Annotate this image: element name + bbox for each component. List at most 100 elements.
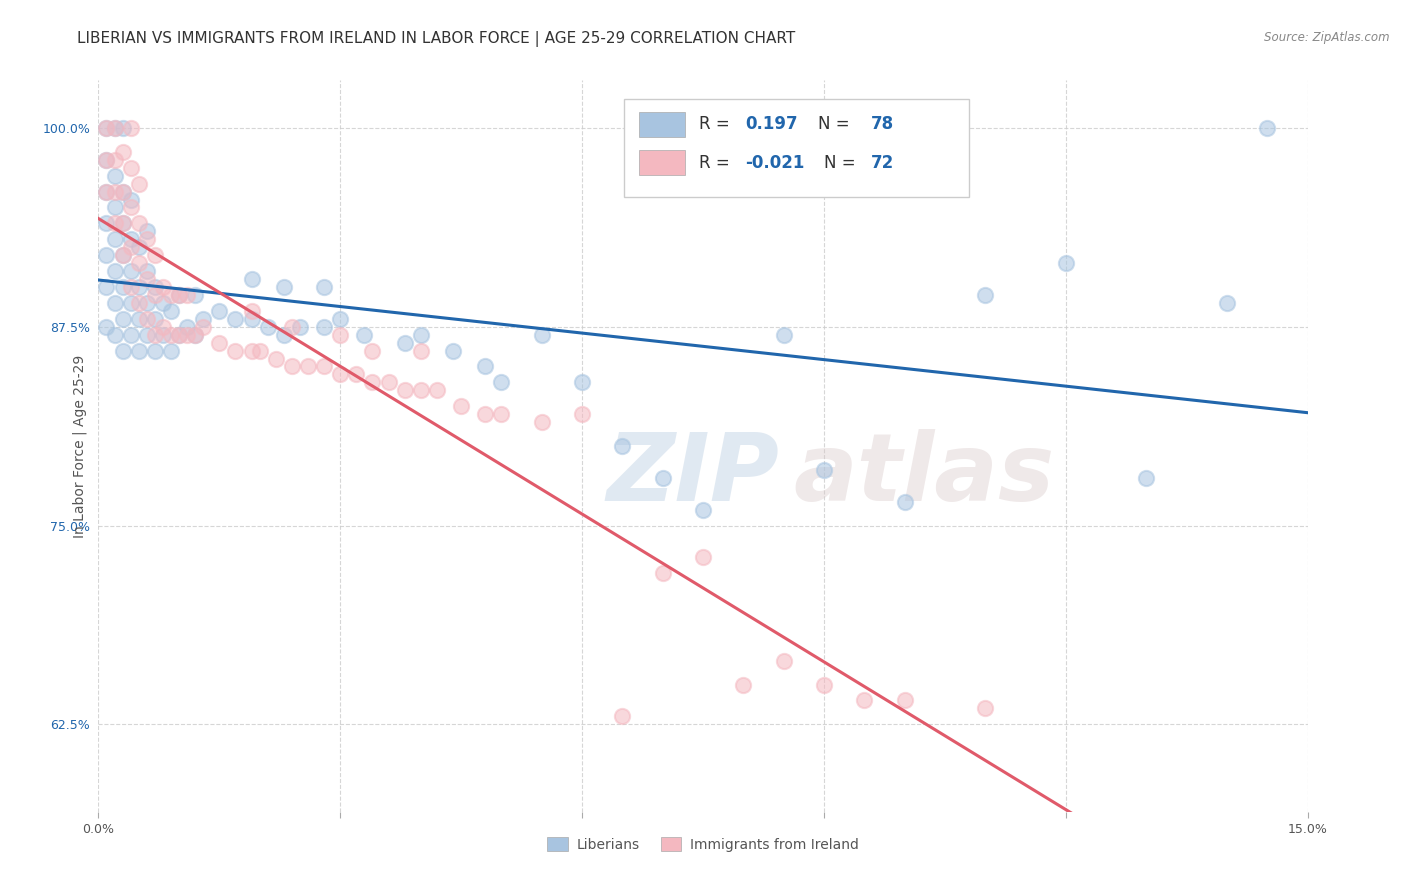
Point [240,311,263,326]
Point [813,463,835,477]
Point [240,272,263,286]
Point [160,303,183,318]
Point [111,311,134,326]
Point [167,327,190,342]
Point [344,368,367,382]
Point [1054,256,1077,270]
Point [135,327,157,342]
Point [135,311,157,326]
Point [160,343,183,358]
Point [143,327,166,342]
Point [184,288,207,302]
FancyBboxPatch shape [638,112,685,137]
Point [103,169,125,183]
Legend: Liberians, Immigrants from Ireland: Liberians, Immigrants from Ireland [541,831,865,857]
Point [143,288,166,302]
Point [103,216,125,230]
Point [143,343,166,358]
Point [193,319,215,334]
Point [152,296,174,310]
Point [240,303,263,318]
Point [167,327,190,342]
Point [612,439,634,453]
Point [96,280,118,294]
Point [167,288,190,302]
Point [96,248,118,262]
Point [128,343,150,358]
Point [974,701,997,715]
Point [128,280,150,294]
FancyBboxPatch shape [638,151,685,176]
Point [111,145,134,159]
Point [1135,471,1157,485]
Point [120,264,142,278]
Point [353,327,375,342]
Point [297,359,319,374]
Point [394,335,416,350]
Point [96,319,118,334]
Point [314,280,336,294]
Point [361,343,384,358]
Point [612,709,634,723]
Point [128,256,150,270]
Point [256,319,278,334]
Point [143,311,166,326]
Point [135,264,157,278]
Point [273,280,295,294]
Point [103,232,125,246]
Point [120,240,142,254]
Point [329,311,352,326]
Point [361,376,384,390]
Point [571,407,593,421]
Point [193,311,215,326]
Point [208,335,231,350]
Point [152,327,174,342]
Point [288,319,311,334]
Point [651,566,673,581]
Point [111,280,134,294]
Point [394,384,416,398]
Point [474,359,496,374]
Point [1256,120,1278,135]
Point [474,407,496,421]
Point [314,319,336,334]
Point [167,288,190,302]
Point [176,288,198,302]
Point [184,327,207,342]
Point [143,280,166,294]
Text: R =: R = [699,154,735,172]
Point [120,161,142,175]
Point [329,327,352,342]
Point [96,185,118,199]
Text: ZIP: ZIP [606,429,779,521]
Point [409,384,432,398]
Point [111,185,134,199]
Point [128,240,150,254]
Point [176,327,198,342]
Point [96,185,118,199]
Text: Source: ZipAtlas.com: Source: ZipAtlas.com [1264,31,1389,45]
Point [111,216,134,230]
Point [160,327,183,342]
Point [853,693,876,707]
Point [128,177,150,191]
Point [249,343,271,358]
Point [96,120,118,135]
Point [692,550,714,565]
Point [571,376,593,390]
Point [208,303,231,318]
Text: 0.197: 0.197 [745,115,799,133]
Point [426,384,449,398]
Point [135,296,157,310]
Point [530,415,553,429]
Point [128,296,150,310]
Point [120,232,142,246]
Point [120,280,142,294]
Point [264,351,287,366]
Text: R =: R = [699,115,735,133]
Point [1216,296,1239,310]
Point [111,248,134,262]
Text: 78: 78 [872,115,894,133]
Point [530,327,553,342]
Point [184,327,207,342]
